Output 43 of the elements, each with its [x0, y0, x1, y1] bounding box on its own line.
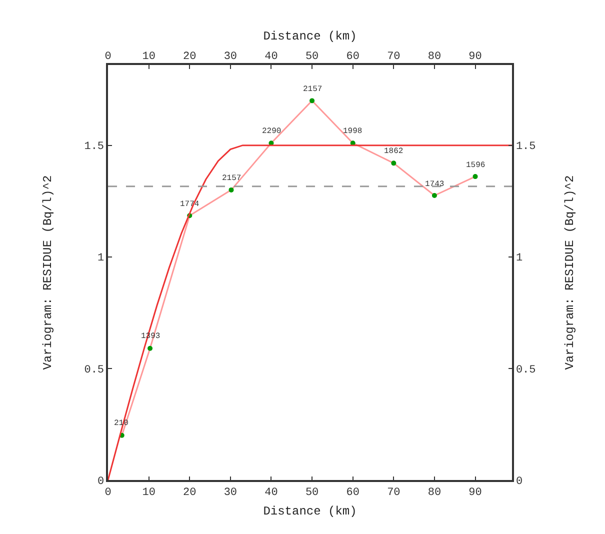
y-tick-label: 1 — [97, 252, 104, 265]
x-tick-label: 40 — [264, 50, 278, 63]
x-tick-label: 60 — [346, 50, 360, 63]
x2-tick-label: 40 — [264, 486, 278, 499]
point — [228, 187, 234, 192]
y-tick-label: 0 — [97, 476, 104, 488]
x-tick-label: 10 — [142, 50, 156, 63]
point — [391, 160, 396, 166]
x2-tick-label: 20 — [183, 486, 196, 499]
annotation: 1862 — [384, 147, 404, 156]
annotation: 1596 — [466, 161, 486, 170]
point — [472, 174, 478, 180]
x-tick-label: 80 — [428, 50, 442, 63]
y-tick-label: 1.5 — [84, 141, 104, 154]
x2-tick-label: 10 — [142, 486, 156, 499]
x2-tick-label: 60 — [346, 486, 360, 499]
annotation: 2157 — [303, 85, 322, 94]
x-axis-title: Distance (km) — [263, 504, 357, 518]
x-tick-label: 20 — [183, 50, 196, 63]
annotation: 1743 — [425, 180, 444, 189]
y2-axis-title: Variogram: RESIDUE (Bq/l)^2 — [563, 175, 578, 370]
point — [148, 346, 153, 351]
x-tick-label: 50 — [305, 50, 319, 63]
x2-tick-label: 30 — [224, 486, 238, 499]
x2-tick-label: 80 — [428, 486, 442, 499]
point — [432, 193, 437, 198]
x2-axis-title: Distance (km) — [263, 30, 357, 44]
y2-tick-label: 0 — [516, 476, 523, 488]
y2-tick-label: 1 — [516, 252, 523, 265]
x2-tick-label: 50 — [305, 486, 319, 499]
y2-tick-label: 0.5 — [516, 364, 536, 376]
x-tick-label: 90 — [468, 50, 482, 63]
annotation: 1998 — [343, 127, 362, 136]
x2-tick-label: 70 — [387, 486, 400, 499]
point — [310, 98, 315, 104]
x-tick-label: 70 — [387, 50, 400, 63]
annotation: 2290 — [262, 127, 282, 136]
y-axis-title: Variogram: RESIDUE (Bq/l)^2 — [41, 175, 56, 370]
x-tick-label: 30 — [224, 50, 238, 63]
y2-tick-label: 1.5 — [516, 141, 536, 154]
y-tick-label: 0.5 — [84, 364, 104, 376]
x2-tick-label: 90 — [468, 486, 482, 499]
annotation: 2157 — [222, 174, 242, 183]
